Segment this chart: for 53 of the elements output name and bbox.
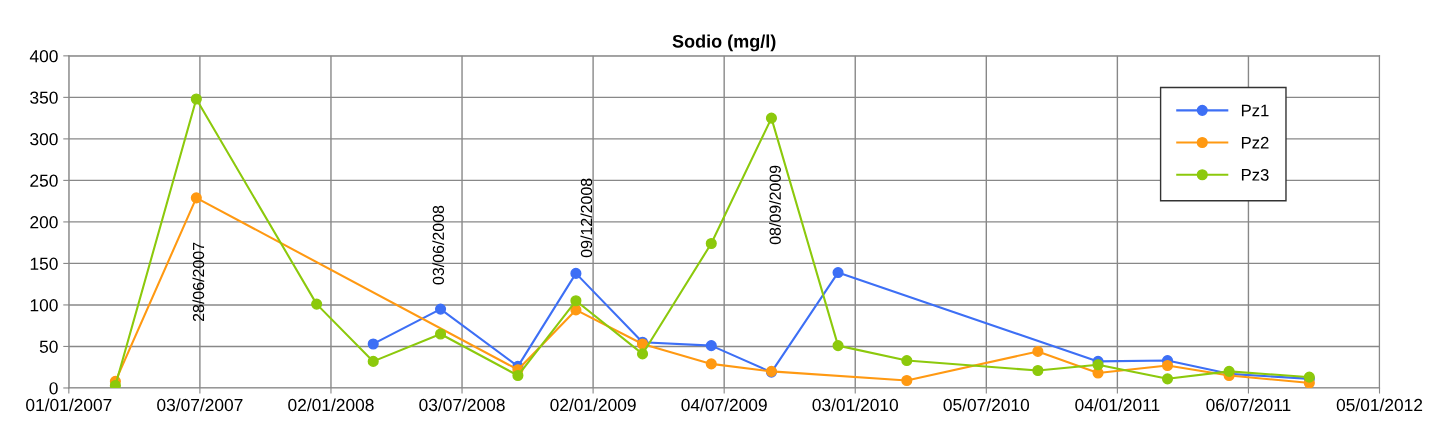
y-tick-label: 200 [30,216,58,229]
legend-label: Pz1 [1241,104,1269,117]
point [1092,359,1104,371]
point [901,374,913,387]
point [109,379,121,388]
x-tick-label: 02/01/2008 [288,398,374,412]
point [434,303,447,315]
point [1161,359,1174,372]
y-tick-label: 0 [49,382,58,395]
point [367,355,379,367]
point [765,112,777,124]
point [1161,373,1174,385]
point [570,295,582,307]
x-tick-label: 04/07/2009 [681,398,767,412]
point [1032,364,1044,377]
y-tick-label: 150 [30,257,58,270]
annotation: 28/06/2007 [192,242,205,322]
legend-label: Pz3 [1241,168,1269,181]
x-tick-label: 01/01/2007 [26,398,112,412]
point [190,93,202,105]
legend-label: Pz2 [1241,136,1269,149]
point [190,192,202,204]
y-tick-label: 350 [30,91,58,104]
y-tick-label: 100 [30,299,58,312]
annotation: 09/12/2008 [580,178,593,258]
x-tick-label: 03/07/2007 [157,398,243,412]
x-tick-label: 04/01/2011 [1075,398,1160,412]
point [705,340,717,352]
point [570,267,582,279]
x-tick-label: 05/01/2012 [1336,398,1423,412]
y-tick-label: 400 [29,50,58,63]
y-tick-label: 50 [39,340,58,353]
point [636,348,649,360]
point [512,369,524,382]
point [705,358,717,370]
point [1032,345,1044,357]
point [367,338,379,350]
y-tick-label: 300 [30,133,58,146]
annotation: 08/09/2009 [769,165,781,245]
x-tick-label: 06/07/2011 [1206,398,1291,412]
point [434,328,447,340]
point [705,237,717,250]
x-tick-label: 03/01/2010 [812,398,899,412]
x-tick-label: 05/07/2010 [943,398,1030,412]
point [901,355,913,367]
x-tick-label: 03/07/2008 [419,398,505,412]
point [832,267,844,279]
x-tick-label: 02/01/2009 [550,398,636,412]
y-tick-label: 250 [30,174,58,187]
point [832,340,844,352]
annotation: 03/06/2008 [432,205,445,285]
chart-title: Sodio (mg/l) [672,34,776,52]
point [311,298,323,310]
